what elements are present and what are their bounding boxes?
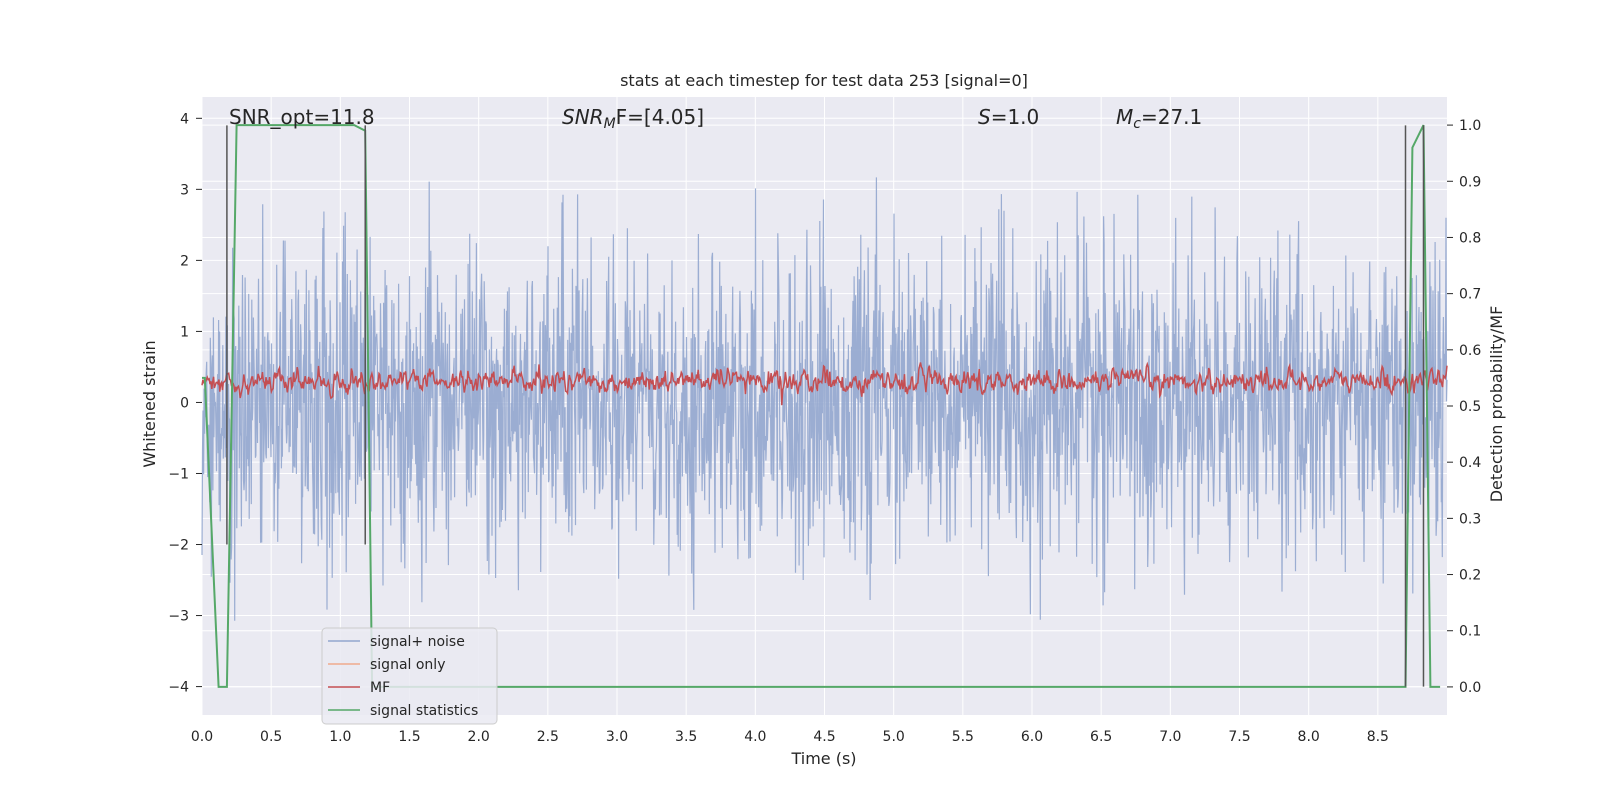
left-y-tick-label: 4	[180, 111, 189, 127]
legend-label-signal-noise: signal+ noise	[370, 634, 465, 650]
left-y-tick-label: −4	[168, 680, 189, 696]
x-tick-label: 3.5	[675, 729, 697, 745]
x-tick-label: 4.0	[744, 729, 766, 745]
signal-noise-line	[201, 177, 1448, 621]
left-y-tick-label: 3	[180, 182, 189, 198]
left-y-tick-label: −3	[168, 609, 189, 625]
left-y-tick-label: 1	[180, 324, 189, 340]
left-y-tick-label: −1	[168, 466, 189, 482]
x-tick-label: 4.5	[813, 729, 835, 745]
vertical-markers	[226, 125, 1425, 687]
signal-noise-series	[201, 177, 1448, 621]
x-tick-label: 7.5	[1228, 729, 1250, 745]
annotation-mc-rest: =27.1	[1141, 105, 1202, 129]
right-y-tick-label: 0.5	[1459, 399, 1481, 415]
x-axis-label: Time (s)	[790, 749, 856, 768]
right-y-tick-label: 0.4	[1459, 455, 1481, 471]
x-tick-label: 3.0	[606, 729, 628, 745]
right-y-tick-label: 0.8	[1459, 230, 1481, 246]
right-y-tick-label: 0.1	[1459, 624, 1481, 640]
annotation-snr-mf-rest: F=[4.05]	[616, 105, 704, 129]
x-tick-label: 6.5	[1090, 729, 1112, 745]
mf-series	[201, 361, 1448, 406]
mf-line	[201, 361, 1448, 406]
x-tick-label: 5.0	[883, 729, 905, 745]
x-tick-label: 0.5	[260, 729, 282, 745]
right-y-tick-label: 0.3	[1459, 511, 1481, 527]
x-tick-label: 2.5	[537, 729, 559, 745]
right-y-ticks: 0.0 0.1 0.2 0.3 0.4 0.5 0.6 0.7 0.8 0.9 1.0	[1447, 118, 1481, 696]
legend-label-signal-statistics: signal statistics	[370, 703, 478, 719]
x-tick-label: 2.0	[468, 729, 490, 745]
right-y-tick-label: 0.6	[1459, 343, 1481, 359]
right-y-tick-label: 0.2	[1459, 568, 1481, 584]
x-tick-label: 5.5	[952, 729, 974, 745]
legend-label-signal-only: signal only	[370, 657, 445, 673]
x-tick-label: 8.5	[1367, 729, 1389, 745]
right-y-tick-label: 0.7	[1459, 287, 1481, 303]
legend-label-mf: MF	[370, 680, 390, 696]
x-tick-label: 0.0	[191, 729, 213, 745]
right-y-tick-label: 0.9	[1459, 174, 1481, 190]
x-ticks: 0.0 0.5 1.0 1.5 2.0 2.5 3.0 3.5 4.0 4.5 5.0 5.5 6.0 6…	[191, 729, 1389, 745]
annotation-s-var: S	[978, 105, 991, 129]
left-y-tick-label: 2	[180, 253, 189, 269]
annotation-snr-mf-sub: M	[604, 116, 616, 132]
chart-title: stats at each timestep for test data 253…	[620, 71, 1028, 90]
x-tick-label: 8.0	[1298, 729, 1320, 745]
annotation-snr-opt: SNR_opt=11.8	[229, 105, 375, 129]
left-y-axis-label: Whitened strain	[140, 340, 159, 467]
annotation-s-rest: =1.0	[991, 105, 1040, 129]
x-tick-label: 1.0	[329, 729, 351, 745]
annotation-snr-mf: SNRMF=[4.05]	[562, 105, 704, 132]
left-y-ticks: −4 −3 −2 −1 0 1 2 3 4	[168, 111, 202, 696]
right-y-axis-label: Detection probability/MF	[1487, 306, 1506, 503]
annotation-mc-sub: c	[1133, 116, 1141, 132]
x-tick-label: 6.0	[1021, 729, 1043, 745]
legend: signal+ noise signal only MF signal stat…	[321, 627, 498, 725]
left-y-tick-label: 0	[180, 395, 189, 411]
x-tick-label: 1.5	[398, 729, 420, 745]
x-tick-label: 7.0	[1159, 729, 1181, 745]
annotation-mc: Mc=27.1	[1116, 105, 1202, 132]
annotation-s: S=1.0	[978, 105, 1039, 129]
annotation-snr-mf-var: SNR	[562, 105, 604, 129]
right-y-tick-label: 0.0	[1459, 680, 1481, 696]
left-y-tick-label: −2	[168, 538, 189, 554]
annotation-mc-var: M	[1116, 105, 1133, 129]
legend-box	[321, 627, 498, 725]
right-y-tick-label: 1.0	[1459, 118, 1481, 134]
